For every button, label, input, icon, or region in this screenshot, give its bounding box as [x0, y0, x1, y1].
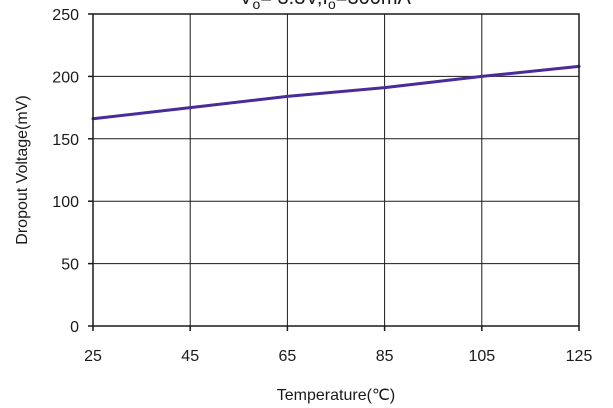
y-tick-label-250: 250: [52, 7, 79, 24]
y-tick-label-200: 200: [52, 69, 79, 86]
grid-lines: [93, 14, 579, 326]
x-axis-label: Temperature(℃): [277, 387, 395, 404]
series-line-0: [91, 64, 581, 121]
title-equation-part2: =300mA: [336, 0, 412, 9]
tick-labels: 25 45 65 85 105 125 0 50 100 150 200 250: [52, 7, 592, 365]
title-i-subscript: o: [328, 0, 336, 12]
y-tick-label-50: 50: [61, 257, 79, 274]
x-tick-label-85: 85: [376, 348, 394, 365]
plot-frame: [92, 13, 580, 327]
chart-title: Vo= 3.3V,Io=300mA: [239, 0, 411, 12]
x-tick-label-105: 105: [468, 348, 495, 365]
series-layer: [91, 64, 581, 121]
x-tick-label-125: 125: [566, 348, 593, 365]
title-v-subscript: o: [253, 0, 261, 12]
y-tick-label-100: 100: [52, 194, 79, 211]
x-tick-label-65: 65: [279, 348, 297, 365]
y-axis-label: Dropout Voltage(mV): [14, 95, 31, 244]
y-tick-label-0: 0: [70, 319, 79, 336]
title-v-symbol: V: [239, 0, 253, 9]
title-equation-part1: = 3.3V,I: [260, 0, 328, 9]
x-tick-label-45: 45: [181, 348, 199, 365]
x-tick-label-25: 25: [84, 348, 102, 365]
y-tick-label-150: 150: [52, 132, 79, 149]
